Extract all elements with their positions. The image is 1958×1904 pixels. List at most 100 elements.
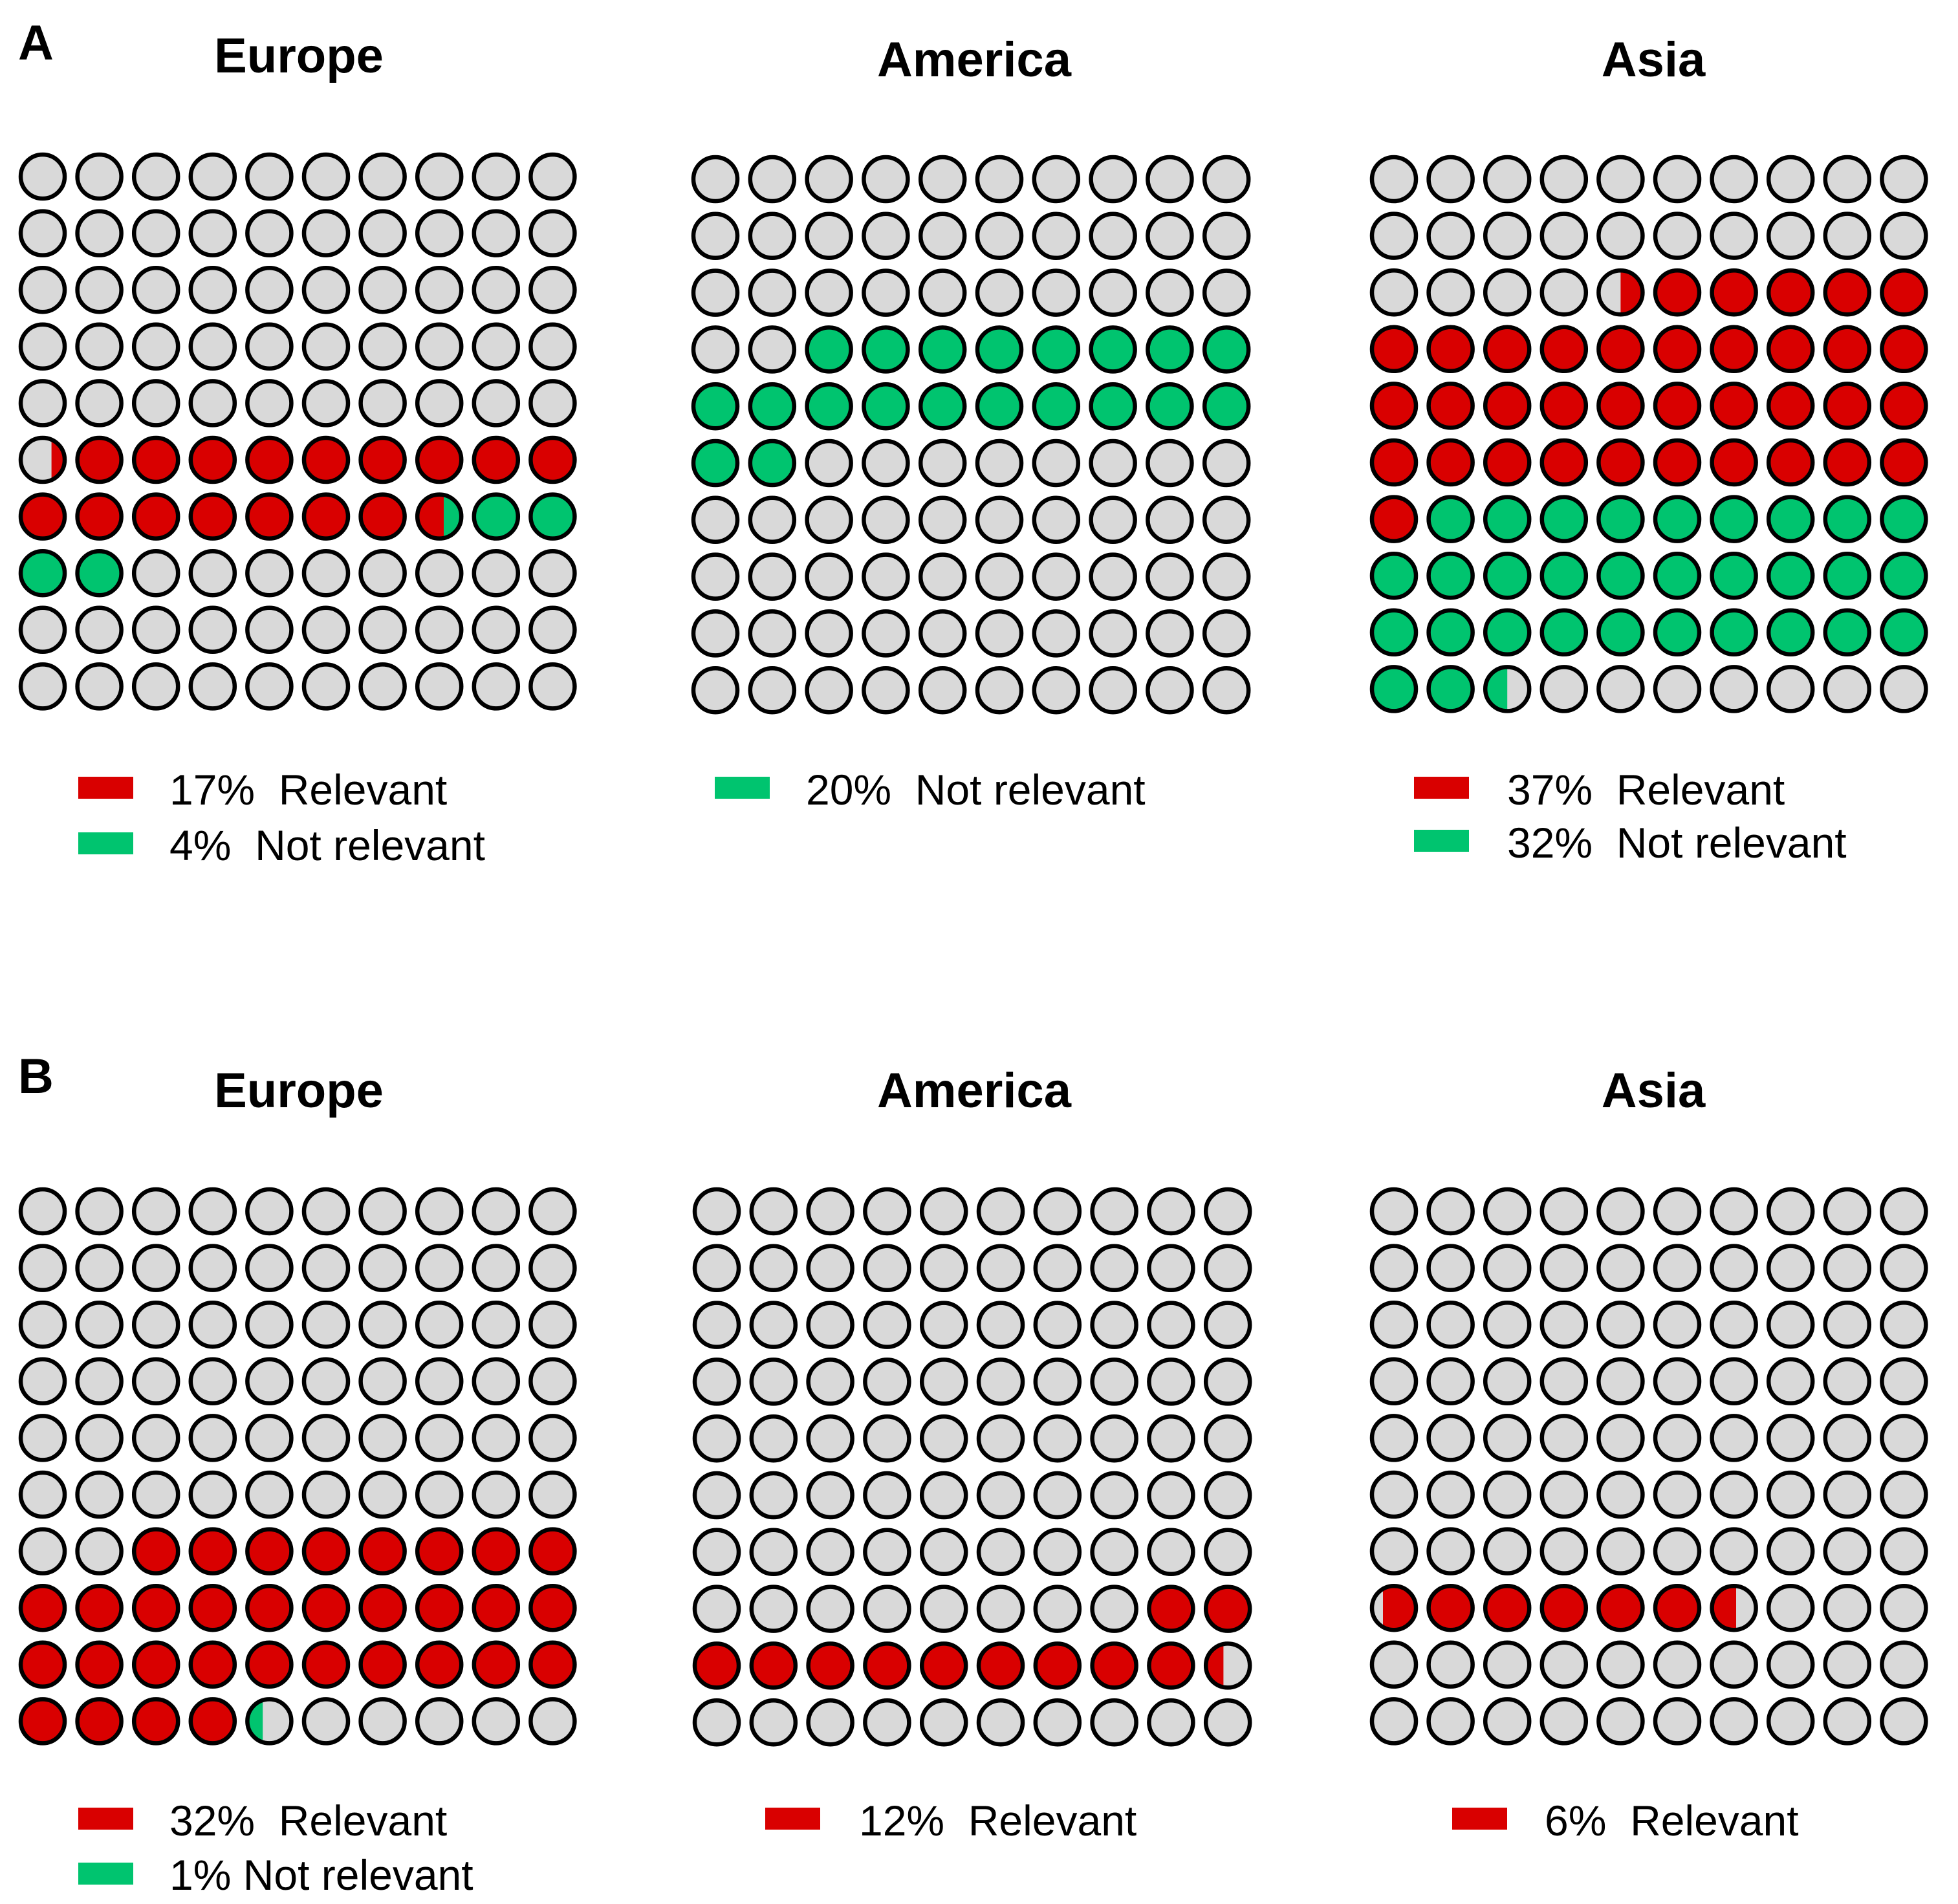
waffle-cell — [358, 379, 407, 427]
waffle-cell — [75, 492, 124, 541]
waffle-cell — [918, 382, 967, 431]
waffle-cell — [691, 495, 740, 545]
waffle-cell — [358, 492, 407, 541]
waffle-cell — [1146, 438, 1194, 488]
waffle-cell — [976, 1698, 1025, 1747]
waffle-cell — [131, 605, 180, 654]
waffle-cell — [1539, 325, 1589, 374]
waffle-cell — [472, 1414, 521, 1462]
waffle-cell — [1710, 1187, 1758, 1236]
waffle-cell — [1823, 608, 1872, 657]
waffle-cell — [1653, 1357, 1702, 1406]
waffle-cell — [1766, 495, 1815, 543]
waffle-cell — [1880, 665, 1928, 713]
waffle-cell — [528, 662, 577, 711]
waffle-cell — [1426, 1300, 1475, 1349]
waffle-cell — [1483, 551, 1532, 600]
waffle-cell — [1539, 1414, 1589, 1462]
waffle-cell — [188, 1527, 237, 1575]
waffle-cell — [1823, 1470, 1872, 1519]
waffle-cell — [863, 1358, 911, 1406]
waffle-cell — [919, 1358, 968, 1406]
waffle-cell — [1426, 1640, 1475, 1689]
waffle-cell — [862, 552, 910, 601]
waffle-cell — [1710, 551, 1758, 600]
waffle-cell — [1202, 495, 1251, 545]
waffle-cell — [748, 211, 797, 261]
waffle-cell — [1710, 1357, 1758, 1406]
waffle-cell — [131, 435, 180, 484]
legend-swatch-not-relevant — [1414, 830, 1469, 852]
waffle-cell — [919, 1585, 968, 1633]
legend-label-a-asia-relevant: 37% Relevant — [1507, 766, 1785, 814]
waffle-cell — [1202, 325, 1251, 374]
waffle-cell — [415, 1527, 464, 1575]
waffle-cell — [749, 1698, 798, 1747]
waffle-cell — [1880, 1640, 1928, 1689]
waffle-cell — [749, 1244, 798, 1293]
waffle-cell — [805, 268, 853, 317]
waffle-cell — [1766, 608, 1815, 657]
waffle-cell — [1710, 155, 1758, 204]
waffle-cell — [1596, 382, 1645, 430]
waffle-cell — [1710, 1244, 1758, 1292]
waffle-cell — [1483, 1640, 1532, 1689]
waffle-cell — [1203, 1698, 1252, 1747]
waffle-cell — [1483, 1527, 1532, 1575]
waffle-cell — [1033, 1641, 1082, 1690]
waffle-cell — [1653, 382, 1702, 430]
waffle-cell — [1146, 665, 1194, 715]
waffle-cell — [919, 1301, 968, 1349]
waffle-cell — [1880, 1470, 1928, 1519]
waffle-cell — [472, 548, 521, 598]
waffle-cell — [301, 605, 351, 654]
waffle-cell — [1653, 1527, 1702, 1575]
waffle-cell — [528, 492, 577, 541]
waffle-cell — [1653, 495, 1702, 543]
waffle-cell — [1766, 1414, 1815, 1462]
waffle-cell — [1880, 1414, 1928, 1462]
waffle-cell — [358, 1470, 407, 1519]
waffle-cell — [1653, 608, 1702, 657]
waffle-cell — [18, 1414, 67, 1462]
waffle-cell — [1090, 1244, 1138, 1293]
waffle-b-asia — [1369, 1187, 1928, 1746]
waffle-cell — [975, 268, 1024, 317]
waffle-cell — [1089, 268, 1137, 317]
waffle-cell — [749, 1187, 798, 1236]
waffle-cell — [472, 1697, 521, 1746]
waffle-cell — [415, 492, 464, 541]
waffle-cell — [918, 155, 967, 204]
waffle-cell — [1596, 268, 1645, 317]
waffle-cell — [1880, 1244, 1928, 1292]
waffle-cell — [1483, 211, 1532, 260]
waffle-cell — [472, 209, 521, 257]
waffle-cell — [1766, 1640, 1815, 1689]
waffle-cell — [301, 662, 351, 711]
waffle-cell — [862, 438, 910, 488]
waffle-cell — [415, 379, 464, 427]
waffle-cell — [1483, 1583, 1532, 1632]
waffle-cell — [805, 609, 853, 658]
waffle-cell — [976, 1585, 1025, 1633]
waffle-cell — [806, 1698, 854, 1747]
waffle-cell — [131, 1470, 180, 1519]
waffle-cell — [131, 1583, 180, 1632]
waffle-cell — [1823, 495, 1872, 543]
waffle-cell — [1032, 495, 1081, 545]
waffle-cell — [918, 552, 967, 601]
waffle-cell — [1710, 1414, 1758, 1462]
waffle-cell — [301, 1640, 351, 1689]
waffle-cell — [749, 1301, 798, 1349]
waffle-cell — [472, 662, 521, 711]
waffle-cell — [806, 1641, 854, 1690]
legend-swatch-not-relevant — [78, 1863, 133, 1885]
waffle-cell — [1202, 552, 1251, 601]
waffle-cell — [1823, 1697, 1872, 1746]
waffle-cell — [358, 152, 407, 201]
waffle-cell — [1369, 1187, 1419, 1236]
waffle-cell — [528, 1470, 577, 1519]
waffle-cell — [472, 1244, 521, 1292]
waffle-cell — [1596, 1583, 1645, 1632]
waffle-cell — [528, 435, 577, 484]
